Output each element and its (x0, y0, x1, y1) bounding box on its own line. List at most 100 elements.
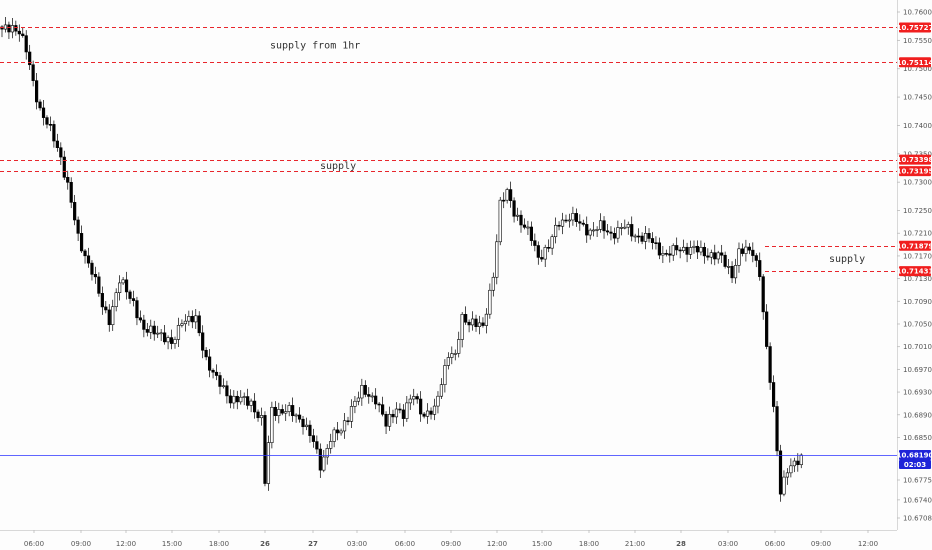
supply-zones-layer: supply from 1hr supply supply (0, 27, 897, 272)
candle-bullish (716, 252, 720, 260)
candle-bearish (695, 245, 700, 253)
candle-bearish (668, 253, 672, 256)
candle-bearish (41, 107, 46, 118)
candle-bullish (699, 246, 703, 253)
candle-bearish (602, 220, 606, 232)
candle-bearish (533, 240, 537, 246)
candle-bullish (387, 413, 392, 427)
candle-bearish (214, 371, 219, 376)
candle-bearish (415, 396, 419, 400)
candle-bearish (256, 411, 260, 419)
candle-bearish (76, 219, 80, 234)
y-tick-label: 10.68500 (903, 434, 932, 442)
candle-bearish (201, 332, 205, 351)
candle-bullish (453, 353, 457, 355)
candle-bullish (183, 320, 187, 325)
x-tick-label: 06:00 (765, 540, 785, 548)
y-tick-label: 10.71300 (903, 275, 932, 283)
candle-bearish (720, 252, 724, 256)
candles-layer (0, 17, 803, 502)
candle-bullish (526, 226, 530, 229)
candle-bullish (439, 384, 444, 397)
candle-bullish (484, 313, 489, 326)
x-tick-label: 26 (260, 540, 270, 548)
candle-bearish (100, 293, 104, 308)
x-tick-label: 27 (308, 540, 318, 548)
candle-bearish (380, 404, 385, 415)
candle-bearish (17, 30, 21, 35)
candle-bullish (598, 220, 603, 230)
candle-bullish (329, 441, 333, 449)
candle-bearish (145, 329, 149, 333)
candle-bullish (682, 246, 686, 251)
price-axis[interactable]: 10.67080 10.67400 10.67750 10.68500 10.68900… (897, 9, 932, 523)
candle-bearish (152, 325, 156, 335)
candle-bearish (225, 385, 229, 397)
candle-bullish (166, 337, 170, 343)
x-tick-label: 09:00 (811, 540, 831, 548)
candle-bullish (349, 406, 354, 422)
candle-bullish (194, 315, 198, 323)
candle-bearish (401, 409, 405, 419)
candle-bullish (114, 292, 118, 308)
candle-bearish (69, 182, 73, 203)
price-tags-layer: 10.75727 10.75114 10.73398 10.73195 10.71879… (897, 22, 932, 470)
candle-bearish (374, 395, 378, 405)
y-tick-label: 10.75000 (903, 65, 932, 73)
candle-bullish (619, 227, 623, 229)
candle-bullish (450, 353, 454, 358)
candle-bullish (10, 25, 14, 33)
candle-bullish (353, 400, 357, 407)
candle-bearish (318, 448, 322, 471)
x-tick-label: 15:00 (162, 540, 182, 548)
countdown-tag (899, 460, 931, 470)
candle-bearish (377, 403, 381, 406)
countdown-label: 02:03 (904, 461, 926, 469)
candle-bearish (519, 214, 523, 226)
candle-bearish (124, 279, 129, 293)
candle-bearish (713, 252, 717, 260)
candle-bearish (280, 409, 284, 414)
candle-bearish (62, 156, 66, 178)
time-axis[interactable]: 06:00 09:00 12:00 15:00 18:00 26 27 03:00 06:00 0… (24, 530, 878, 548)
x-tick-label: 12:00 (858, 540, 878, 548)
candle-bullish (287, 405, 291, 412)
candle-bullish (446, 357, 450, 366)
candle-bullish (294, 414, 298, 417)
y-tick-label: 10.75500 (903, 37, 932, 45)
candle-bullish (325, 448, 329, 458)
candle-bearish (747, 246, 751, 251)
candle-bearish (228, 395, 232, 404)
candle-bearish (509, 189, 513, 202)
candle-bearish (775, 406, 779, 452)
candle-bearish (218, 375, 222, 387)
candle-bullish (744, 246, 748, 254)
y-tick-label: 10.70500 (903, 320, 932, 328)
price-tag (899, 266, 931, 277)
candle-bullish (505, 189, 509, 201)
x-tick-label: 03:00 (718, 540, 738, 548)
candle-bearish (650, 238, 655, 243)
candle-bullish (249, 400, 253, 406)
candle-bullish (488, 289, 492, 315)
candle-bullish (792, 460, 796, 467)
candle-bearish (45, 117, 49, 125)
candle-bearish (311, 435, 316, 442)
candle-bearish (605, 230, 610, 233)
price-tag-label: 10.71431 (897, 268, 932, 276)
candle-bearish (585, 224, 589, 236)
y-tick-label: 10.68900 (903, 411, 932, 419)
candle-bearish (761, 276, 765, 313)
candle-bearish (540, 257, 544, 260)
supply-zone-label: supply from 1hr (270, 40, 360, 51)
candle-bullish (432, 405, 437, 415)
candle-bearish (429, 410, 433, 415)
supply-zone-label: supply (320, 161, 356, 172)
candle-bearish (208, 356, 212, 371)
candle-bearish (765, 311, 769, 347)
candle-bearish (315, 441, 319, 450)
y-tick-label: 10.72100 (903, 230, 932, 238)
